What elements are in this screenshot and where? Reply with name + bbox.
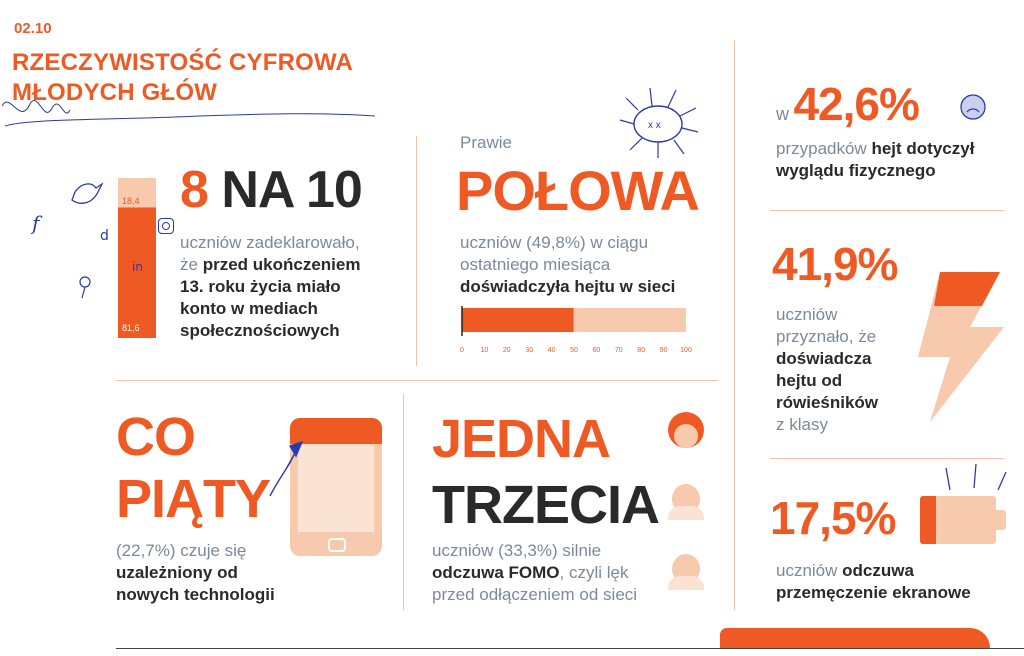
divider-h1 <box>116 380 718 381</box>
text-42-bold2: wyglądu fizycznego <box>776 161 936 180</box>
polowa-tick-label: 100 <box>680 347 692 354</box>
battery-icon <box>920 496 1006 544</box>
text-17-grey: uczniów <box>776 561 838 580</box>
text-41-line6: z klasy <box>776 415 828 434</box>
text-jedna-bold: odczuwa FOMO <box>432 563 560 582</box>
polowa-tick-label: 0 <box>460 347 464 354</box>
text-41: uczniów przyznało, że doświadcza hejtu o… <box>776 304 916 436</box>
divider-v1 <box>416 136 417 366</box>
chart-polowa: 0 10 20 30 40 50 60 70 80 90 100 <box>460 306 700 362</box>
page-title: RZECZYWISTOŚĆ CYFROWA MŁODYCH GŁÓW <box>12 48 353 108</box>
svg-text:d: d <box>100 228 109 244</box>
bar-segment-bottom <box>118 207 156 338</box>
title-line-2: MŁODYCH GŁÓW <box>12 79 218 106</box>
headline-17: 17,5% <box>770 492 896 544</box>
text-17-bold1: odczuwa <box>842 561 914 580</box>
text-copiaty-line1: (22,7%) czuje się <box>116 541 247 560</box>
headline-jedna-1: JEDNA <box>432 409 611 469</box>
lightning-icon <box>918 272 1004 422</box>
text-polowa-line2: ostatniego miesiąca <box>460 255 611 274</box>
text-8na10-line5: społecznościowych <box>180 321 340 340</box>
polowa-tick-label: 40 <box>548 347 556 354</box>
text-jedna-grey2: , czyli lęk <box>559 563 629 582</box>
text-polowa-line3: doświadczyła hejtu w sieci <box>460 277 676 296</box>
section-number: 02.10 <box>14 20 52 37</box>
social-icons-doodle: f d <box>30 170 120 310</box>
headline-co: CO <box>116 407 196 467</box>
text-8na10-ze: że <box>180 255 198 274</box>
divider-h3 <box>770 458 1004 459</box>
text-polowa-line1: uczniów (49,8%) w ciągu <box>460 233 649 252</box>
polowa-tick-label: 70 <box>615 347 623 354</box>
text-8na10-line2: przed ukończeniem <box>202 255 361 274</box>
text-17: uczniów odczuwa przemęczenie ekranowe <box>776 560 1016 604</box>
person-icon-2 <box>668 484 704 524</box>
polowa-tick-label: 20 <box>503 347 511 354</box>
virus-doodle: x x <box>619 87 699 158</box>
polowa-tick-label: 80 <box>637 347 645 354</box>
linkedin-icon: in <box>132 260 143 274</box>
headline-na10: NA 10 <box>221 161 362 219</box>
headline-copiaty: CO PIĄTY <box>116 406 271 530</box>
bar-top-label: 18,4 <box>122 196 140 206</box>
text-8na10-line4: konto w mediach <box>180 299 318 318</box>
text-41-bold3: rówieśników <box>776 393 879 412</box>
person-icons <box>664 412 714 592</box>
text-8na10-line1: uczniów zadeklarowało, <box>180 233 360 252</box>
headline-jedna: JEDNA TRZECIA <box>432 406 660 538</box>
divider-h2 <box>770 210 1004 211</box>
text-41-bold1: doświadcza <box>776 349 872 368</box>
text-copiaty: (22,7%) czuje się uzależniony od nowych … <box>116 540 336 606</box>
footer-line <box>116 648 1024 649</box>
headline-8na10: 8 NA 10 <box>180 160 363 220</box>
polowa-tick-label: 30 <box>525 347 533 354</box>
headline-piaty: PIĄTY <box>116 469 271 529</box>
chart-8na10: 18,4 81,6 in <box>118 178 174 340</box>
text-41-line1: uczniów <box>776 305 838 324</box>
headline-42-value: 42,6% <box>793 78 919 130</box>
svg-text:f: f <box>30 211 43 235</box>
bar-bottom-label: 81,6 <box>122 323 140 333</box>
text-jedna-line1: uczniów (33,3%) silnie <box>432 541 602 560</box>
headline-polowa: POŁOWA <box>456 159 700 222</box>
text-jedna: uczniów (33,3%) silnie odczuwa FOMO, czy… <box>432 540 672 606</box>
text-8na10-line3: 13. roku życia miało <box>180 277 341 296</box>
sad-face-doodle <box>960 94 986 120</box>
polowa-prefix: Prawie <box>460 133 512 152</box>
title-line-1: RZECZYWISTOŚĆ CYFROWA <box>12 49 354 76</box>
headline-jedna-2: TRZECIA <box>432 475 660 535</box>
person-icon-1 <box>668 412 704 452</box>
plane-doodle <box>269 440 304 497</box>
text-41-line2: przyznało, że <box>776 327 877 346</box>
headline-42: w 42,6% <box>776 76 920 144</box>
svg-text:x x: x x <box>648 120 661 131</box>
text-polowa: uczniów (49,8%) w ciągu ostatniego miesi… <box>460 232 720 298</box>
polowa-tick-label: 60 <box>593 347 601 354</box>
divider-v3 <box>403 394 404 610</box>
battery-doodle-lines <box>945 463 1007 491</box>
text-42-grey: przypadków <box>776 139 867 158</box>
text-jedna-line3: przed odłączeniem od sieci <box>432 585 638 604</box>
polowa-tick-label: 50 <box>570 347 578 354</box>
footer-torn-paper <box>720 628 990 648</box>
text-42: przypadków hejt dotyczył wyglądu fizyczn… <box>776 138 1016 182</box>
text-42-bold1: hejt dotyczył <box>871 139 975 158</box>
person-icon-3 <box>668 554 704 594</box>
headline-41: 41,9% <box>772 238 898 290</box>
text-copiaty-line3: nowych technologii <box>116 585 275 604</box>
text-8na10: uczniów zadeklarowało, że przed ukończen… <box>180 232 400 342</box>
headline-8: 8 <box>180 161 209 219</box>
polowa-tick-label: 90 <box>660 347 668 354</box>
headline-42-prefix: w <box>776 104 789 124</box>
text-copiaty-line2: uzależniony od <box>116 563 238 582</box>
text-41-bold2: hejtu od <box>776 371 843 390</box>
smartphone-icon <box>290 418 382 556</box>
polowa-tick-label: 10 <box>481 347 489 354</box>
text-17-bold2: przemęczenie ekranowe <box>776 583 971 602</box>
bar-segment-top <box>118 178 156 208</box>
polowa-bar-fill <box>462 308 574 332</box>
scribble-doodle <box>1 100 376 127</box>
instagram-icon <box>158 218 174 234</box>
divider-v2 <box>734 40 735 610</box>
